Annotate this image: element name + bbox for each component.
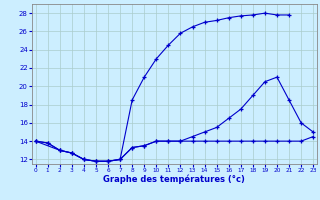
X-axis label: Graphe des températures (°c): Graphe des températures (°c) bbox=[103, 175, 245, 184]
